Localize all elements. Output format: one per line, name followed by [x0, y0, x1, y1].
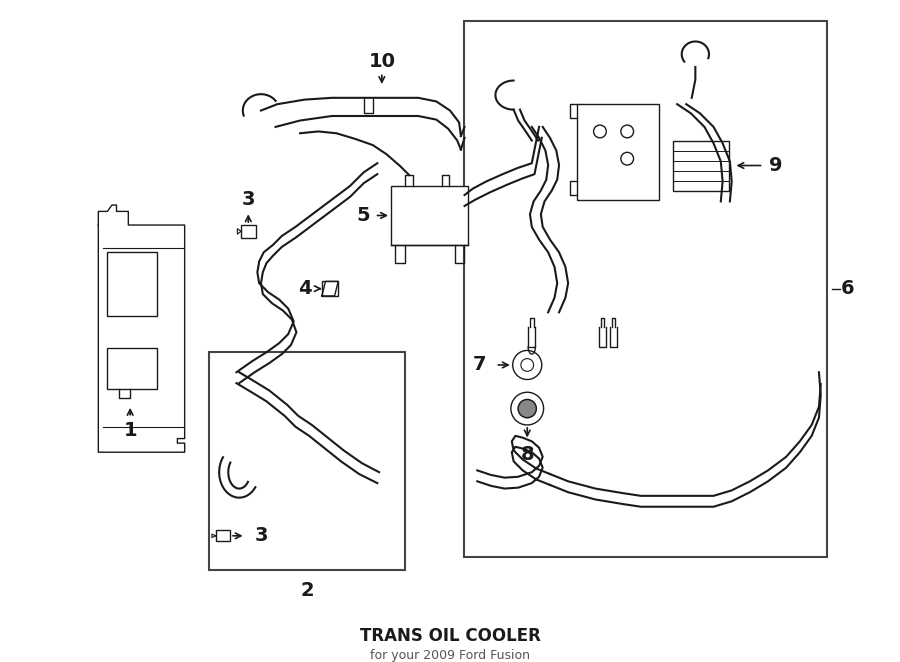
Bar	[577, 104, 659, 199]
Text: for your 2009 Ford Fusion: for your 2009 Ford Fusion	[370, 649, 530, 662]
Bar	[391, 186, 468, 245]
Circle shape	[518, 399, 536, 418]
Text: 3: 3	[241, 190, 255, 209]
Text: 6: 6	[841, 279, 854, 298]
Text: TRANS OIL COOLER: TRANS OIL COOLER	[360, 627, 540, 645]
Text: 10: 10	[368, 52, 395, 71]
Text: 7: 7	[473, 355, 487, 375]
Bar	[322, 281, 338, 296]
Bar	[672, 140, 729, 191]
Text: 2: 2	[300, 581, 314, 600]
Bar	[107, 252, 158, 316]
Text: 5: 5	[357, 206, 371, 225]
Text: 1: 1	[123, 421, 137, 440]
Text: 3: 3	[254, 526, 267, 545]
Text: 4: 4	[298, 279, 311, 298]
Bar	[216, 530, 230, 542]
Bar	[464, 21, 827, 557]
Bar	[107, 348, 158, 389]
Text: 9: 9	[770, 156, 783, 175]
Bar	[241, 225, 256, 238]
Text: 8: 8	[520, 445, 534, 463]
Bar	[209, 352, 405, 571]
